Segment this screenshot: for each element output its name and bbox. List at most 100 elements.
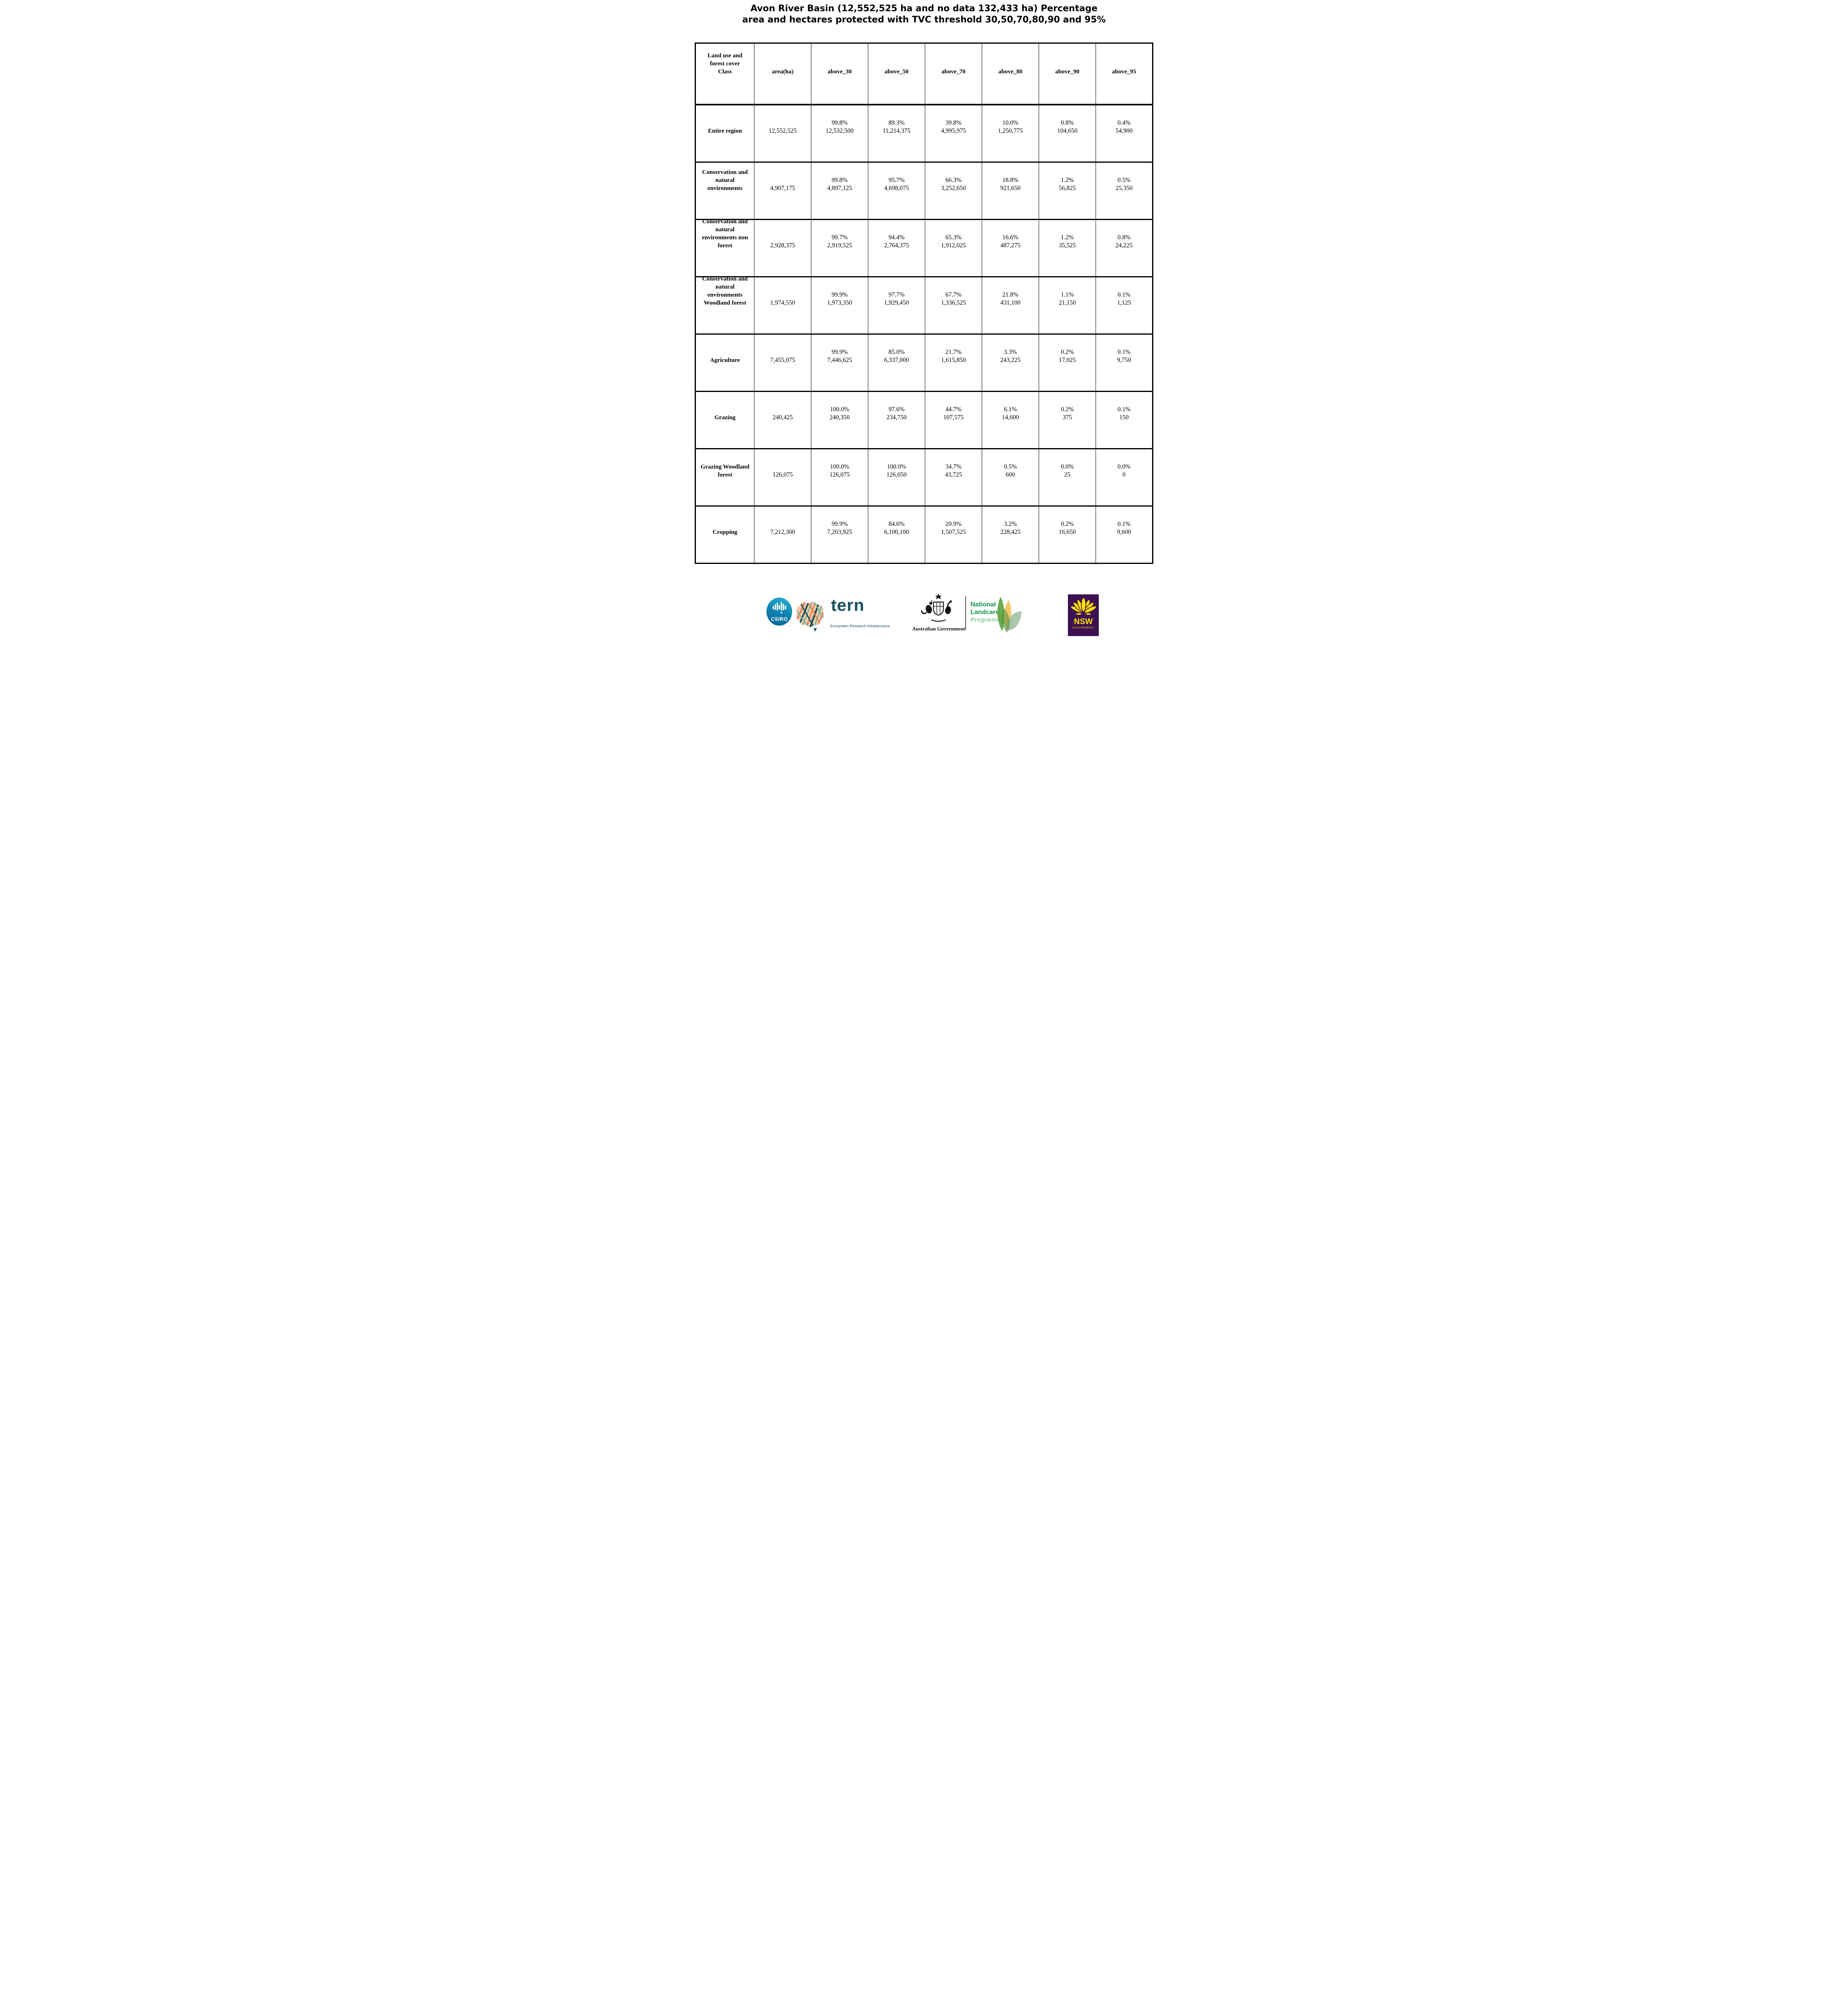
column-header-1: area(ha) — [754, 42, 811, 105]
column-header-label: above_90 — [1055, 68, 1080, 75]
hectares-protected-value: 126,075 — [829, 471, 850, 479]
percent-protected-value: 0.1% — [1117, 291, 1131, 299]
above-threshold-cell: 84.6% 6,100,100 — [868, 505, 925, 564]
percent-protected-value: 85.0% — [888, 349, 905, 356]
hectares-protected-value: 7,446,625 — [827, 357, 852, 364]
above-threshold-cell: 0.5% 25,350 — [1096, 162, 1153, 220]
above-threshold-cell: 18.8% 921,650 — [982, 162, 1039, 220]
hectares-protected-value: 107,575 — [943, 414, 964, 421]
percent-protected-value: 0.4% — [1117, 119, 1131, 127]
nsw-government-sublabel: GOVERNMENT — [1072, 626, 1095, 629]
column-header-2: above_30 — [811, 42, 868, 105]
australian-government-coat-of-arms-icon — [921, 593, 952, 622]
above-threshold-cell: 89.3% 11,214,375 — [868, 104, 925, 162]
hectares-protected-value: 2,919,525 — [827, 242, 852, 249]
logo-separator — [965, 596, 966, 630]
hectares-protected-value: 4,897,125 — [827, 185, 852, 192]
percent-protected-value: 0.2% — [1061, 521, 1074, 528]
percent-protected-value: 99.9% — [831, 349, 848, 356]
percent-protected-value: 67.7% — [945, 291, 962, 299]
above-threshold-cell: 3.2% 228,425 — [982, 505, 1039, 564]
hectares-protected-value: 4,995,975 — [941, 127, 966, 135]
area-ha-cell: 240,425 — [754, 391, 811, 449]
hectares-protected-value: 9,600 — [1117, 529, 1131, 536]
column-header-label: above_80 — [998, 68, 1023, 75]
tern-wordmark: tern — [831, 596, 865, 614]
hectares-protected-value: 14,600 — [1002, 414, 1019, 421]
percent-protected-value: 21.8% — [1002, 291, 1019, 299]
table-row: Conservation and natural environments 4,9… — [695, 162, 1153, 220]
land-use-class-cell: Conservation and natural environments no… — [695, 218, 754, 277]
table-body: Entire region 12,552,525 99.8% 12,532,500 89… — [695, 104, 1153, 564]
csiro-logo: CSIRO — [766, 598, 792, 626]
column-header-0: Land use and forest cover Class — [695, 42, 754, 105]
above-threshold-cell: 100.0% 240,350 — [811, 391, 868, 449]
hectares-protected-value: 1,973,350 — [827, 299, 852, 307]
percent-protected-value: 97.7% — [888, 291, 905, 299]
land-use-class-label: Grazing Woodland forest — [700, 464, 750, 479]
above-threshold-cell: 65.3% 1,912,025 — [925, 219, 982, 277]
above-threshold-cell: 20.9% 1,507,525 — [925, 505, 982, 564]
above-threshold-cell: 100.0% 126,075 — [811, 448, 868, 506]
land-use-class-label: Conservation and natural environments Wo… — [702, 276, 748, 307]
above-threshold-cell: 0.1% 9,750 — [1096, 333, 1153, 392]
above-threshold-cell: 99.8% 12,532,500 — [811, 104, 868, 162]
above-threshold-cell: 99.7% 2,919,525 — [811, 219, 868, 277]
page-title-line1: Avon River Basin (12,552,525 ha and no d… — [750, 4, 1098, 14]
percent-protected-value: 100.0% — [830, 406, 849, 413]
percent-protected-value: 20.9% — [945, 521, 962, 528]
above-threshold-cell: 97.6% 234,750 — [868, 391, 925, 449]
percent-protected-value: 3.2% — [1004, 521, 1017, 528]
hectares-protected-value: 243,225 — [1000, 357, 1021, 364]
above-threshold-cell: 39.8% 4,995,975 — [925, 104, 982, 162]
above-threshold-cell: 21.7% 1,615,850 — [925, 333, 982, 392]
land-use-class-label: Cropping — [712, 529, 738, 536]
percent-protected-value: 6.1% — [1004, 406, 1017, 413]
csiro-starburst-icon — [772, 602, 786, 614]
hectares-protected-value: 1,507,525 — [941, 529, 966, 536]
hectares-protected-value: 24,225 — [1115, 242, 1133, 249]
table-header-row: Land use and forest cover Class area(ha) a… — [695, 42, 1153, 105]
hectares-protected-value: 3,252,650 — [941, 185, 966, 192]
area-ha-cell: 4,907,175 — [754, 162, 811, 220]
above-threshold-cell: 0.1% 1,125 — [1096, 276, 1153, 334]
above-threshold-cell: 6.1% 14,600 — [982, 391, 1039, 449]
hectares-protected-value: 2,764,375 — [884, 242, 909, 249]
percent-protected-value: 99.9% — [831, 291, 848, 299]
percent-protected-value: 99.8% — [831, 177, 848, 184]
land-use-class-label: Conservation and natural environments no… — [702, 218, 748, 249]
area-ha-value: 1,974,550 — [770, 299, 795, 307]
table-row: Cropping 7,212,300 99.9% 7,203,925 84.6% 6,10… — [695, 505, 1153, 564]
column-header-label: area(ha) — [772, 68, 794, 75]
land-use-class-cell: Grazing Woodland forest — [695, 448, 754, 506]
percent-protected-value: 0.8% — [1117, 234, 1131, 241]
nsw-wordmark: NSW — [1074, 617, 1093, 626]
above-threshold-cell: 3.3% 243,225 — [982, 333, 1039, 392]
area-ha-cell: 126,075 — [754, 448, 811, 506]
percent-protected-value: 18.8% — [1002, 177, 1019, 184]
national-landcare-programme-label: National Landcare Programme — [971, 601, 1004, 624]
page-title-line2: area and hectares protected with TVC thr… — [742, 15, 1106, 25]
australian-government-label: Australian Government — [912, 626, 965, 632]
above-threshold-cell: 100.0% 126,050 — [868, 448, 925, 506]
above-threshold-cell: 0.2% 16,650 — [1039, 505, 1096, 564]
nsw-government-logo: NSW GOVERNMENT — [1068, 594, 1099, 636]
above-threshold-cell: 0.0% 25 — [1039, 448, 1096, 506]
percent-protected-value: 66.3% — [945, 177, 962, 184]
above-threshold-cell: 1.2% 35,525 — [1039, 219, 1096, 277]
percent-protected-value: 39.8% — [945, 119, 962, 127]
percent-protected-value: 100.0% — [887, 463, 906, 471]
hectares-protected-value: 54,900 — [1115, 127, 1133, 135]
above-threshold-cell: 0.8% 104,650 — [1039, 104, 1096, 162]
above-threshold-cell: 16.6% 487,275 — [982, 219, 1039, 277]
hectares-protected-value: 1,250,775 — [998, 127, 1023, 135]
percent-protected-value: 89.3% — [888, 119, 905, 127]
table-row: Grazing 240,425 100.0% 240,350 97.6% 234,750 4… — [695, 391, 1153, 449]
hectares-protected-value: 600 — [1005, 471, 1015, 479]
percent-protected-value: 3.3% — [1004, 349, 1017, 356]
percent-protected-value: 0.5% — [1117, 177, 1131, 184]
land-use-class-label: Grazing — [714, 414, 736, 421]
above-threshold-cell: 10.0% 1,250,775 — [982, 104, 1039, 162]
landcare-line1: National — [971, 601, 996, 608]
percent-protected-value: 0.1% — [1117, 406, 1131, 413]
